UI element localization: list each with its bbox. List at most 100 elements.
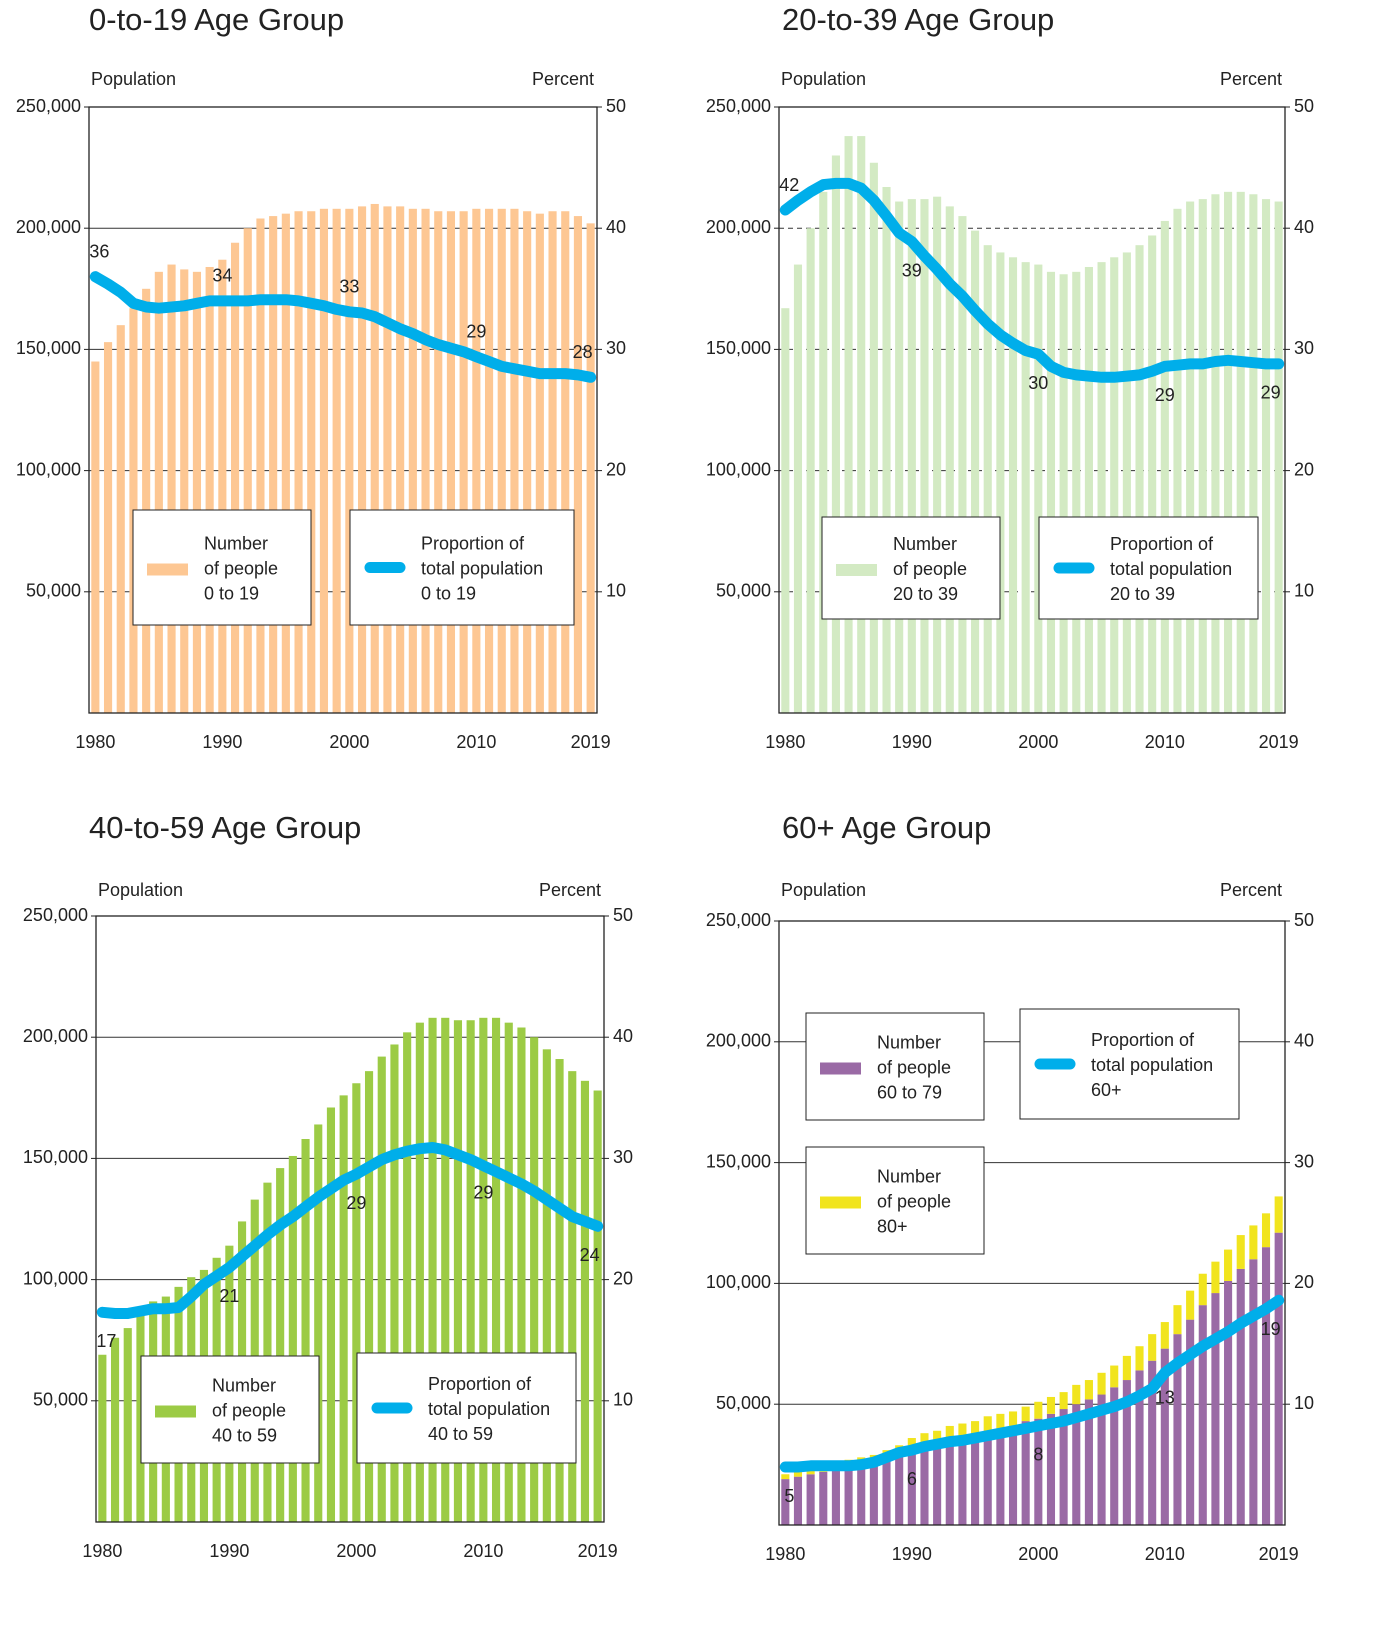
bar (857, 1464, 866, 1525)
bar (1198, 199, 1207, 713)
y2-tick-label: 10 (606, 581, 626, 601)
bar (1021, 1421, 1030, 1525)
data-label: 33 (339, 277, 359, 297)
x-tick-label: 2010 (463, 1541, 503, 1561)
y2-tick-label: 10 (1294, 1393, 1314, 1413)
bar (983, 245, 992, 713)
legend-label: Proportion of total population 60+ (1091, 1030, 1213, 1100)
bar (831, 1469, 840, 1525)
y2-tick-label: 20 (613, 1268, 633, 1288)
bar (793, 264, 803, 713)
legend-swatch (820, 1062, 861, 1075)
bar (781, 1479, 790, 1525)
y-tick-label: 100,000 (706, 1272, 771, 1292)
data-label: 29 (473, 1182, 493, 1202)
y-axis-label: Population (781, 69, 866, 89)
bar (1097, 1394, 1106, 1525)
y-axis-label: Population (91, 69, 176, 89)
bar (1173, 1334, 1182, 1525)
data-label: 6 (907, 1469, 917, 1489)
bar (1110, 1365, 1119, 1388)
bar (1059, 1409, 1068, 1525)
legend-label: Proportion of total population 0 to 19 (421, 533, 543, 603)
y-tick-label: 150,000 (706, 338, 771, 358)
bar (1249, 194, 1258, 713)
bar (1046, 1396, 1056, 1414)
bar (434, 211, 443, 713)
bar (1021, 262, 1030, 713)
y2-tick-label: 50 (1294, 96, 1314, 116)
bar (180, 269, 189, 713)
bar (1148, 235, 1157, 714)
bar (205, 266, 214, 713)
bar (895, 1452, 904, 1525)
bar (561, 211, 570, 713)
data-label: 29 (1261, 383, 1281, 403)
bar (1122, 252, 1131, 713)
bar (1261, 1247, 1271, 1525)
chart-title: 40-to-59 Age Group (89, 810, 361, 845)
y-tick-label: 200,000 (16, 217, 81, 237)
bar (933, 1430, 942, 1441)
y2-tick-label: 30 (1294, 1151, 1314, 1171)
data-label: 29 (1155, 385, 1175, 405)
x-tick-label: 2019 (578, 1541, 618, 1561)
bar (1186, 201, 1195, 713)
y2-tick-label: 20 (606, 459, 626, 479)
y2-tick-label: 20 (1294, 1272, 1314, 1292)
bar (1261, 1213, 1271, 1248)
bar (98, 1354, 107, 1522)
bar (869, 1462, 878, 1525)
bar (1224, 1280, 1233, 1525)
x-tick-label: 2000 (1018, 1544, 1058, 1564)
bar (263, 1182, 272, 1522)
y2-tick-label: 40 (1294, 217, 1314, 237)
legend-swatch (820, 1196, 861, 1209)
bar (307, 211, 316, 713)
bar (971, 230, 980, 713)
y-tick-label: 250,000 (23, 905, 88, 925)
bar (136, 1311, 145, 1522)
bar (218, 259, 227, 713)
bar (472, 208, 481, 714)
bar (370, 203, 379, 713)
bar (555, 1059, 564, 1522)
bar (819, 1471, 828, 1525)
bar (1034, 264, 1043, 713)
bar (844, 136, 853, 713)
bar (1034, 1418, 1043, 1525)
bar (920, 1442, 929, 1525)
bar (339, 1095, 348, 1522)
y-axis-label: Population (98, 880, 183, 900)
bar (1249, 1259, 1258, 1525)
y-tick-label: 100,000 (706, 459, 771, 479)
bar (933, 1440, 942, 1525)
bar (996, 1413, 1005, 1429)
bar (1135, 1370, 1144, 1525)
bar (276, 1168, 285, 1522)
data-label: 13 (1155, 1388, 1175, 1408)
bar (1135, 1346, 1144, 1371)
x-tick-label: 1980 (765, 732, 805, 752)
bar (806, 228, 815, 713)
bar (958, 216, 967, 713)
legend-swatch (836, 564, 877, 576)
bar (1160, 220, 1169, 714)
y-tick-label: 150,000 (23, 1147, 88, 1167)
bar (844, 1467, 853, 1525)
chart: 40-to-59 Age Group Population Percent 50,00… (23, 810, 633, 1561)
bar (530, 1037, 539, 1522)
bar (1236, 1268, 1245, 1525)
data-label: 8 (1033, 1445, 1043, 1465)
bar (357, 206, 367, 713)
data-label: 34 (212, 266, 232, 286)
y2-axis-label: Percent (532, 69, 594, 89)
bar (510, 208, 519, 714)
bar (408, 208, 417, 714)
bar (933, 196, 942, 714)
x-tick-label: 2000 (1018, 732, 1058, 752)
bar (301, 1139, 310, 1522)
bar (479, 1017, 488, 1522)
bar (869, 162, 878, 713)
